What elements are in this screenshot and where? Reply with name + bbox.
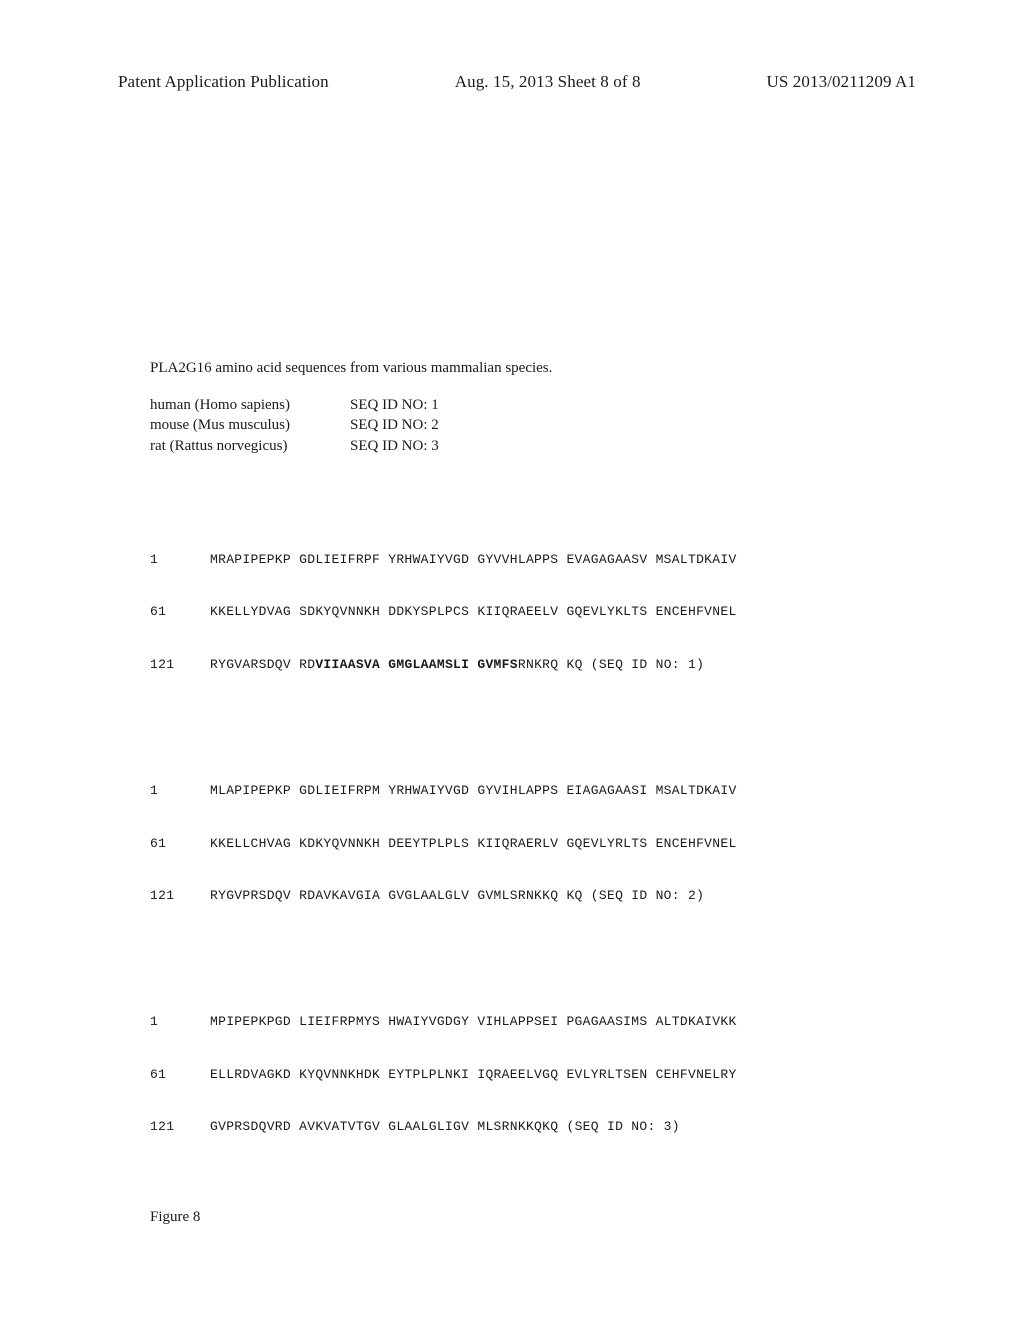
sequence-line: 61KKELLCHVAG KDKYQVNNKH DEEYTPLPLS KIIQR… xyxy=(150,835,880,853)
figure-content: PLA2G16 amino acid sequences from variou… xyxy=(150,360,880,1226)
sequence-position: 61 xyxy=(150,835,210,853)
sequence-residues: KKELLCHVAG KDKYQVNNKH DEEYTPLPLS KIIQRAE… xyxy=(210,835,737,853)
sequence-residues: MLAPIPEPKP GDLIEIFRPM YRHWAIYVGD GYVIHLA… xyxy=(210,782,737,800)
sequence-position: 121 xyxy=(150,1118,210,1136)
species-name: mouse (Mus musculus) xyxy=(150,415,350,435)
species-seqid: SEQ ID NO: 1 xyxy=(350,395,439,415)
sequence-line: 1MLAPIPEPKP GDLIEIFRPM YRHWAIYVGD GYVIHL… xyxy=(150,782,880,800)
sequence-position: 61 xyxy=(150,603,210,621)
figure-label: Figure 8 xyxy=(150,1209,880,1226)
page: Patent Application Publication Aug. 15, … xyxy=(0,0,1024,1320)
sequence-line: 61ELLRDVAGKD KYQVNNKHDK EYTPLPLNKI IQRAE… xyxy=(150,1066,880,1084)
sequence-line: 61KKELLYDVAG SDKYQVNNKH DDKYSPLPCS KIIQR… xyxy=(150,603,880,621)
sequence-residues: RYGVPRSDQV RDAVKAVGIA GVGLAALGLV GVMLSRN… xyxy=(210,887,591,905)
sequence-note: (SEQ ID NO: 3) xyxy=(566,1118,679,1136)
sequence-position: 1 xyxy=(150,782,210,800)
sequence-line: 1MPIPEPKPGD LIEIFRPMYS HWAIYVGDGY VIHLAP… xyxy=(150,1013,880,1031)
species-seq-map: human (Homo sapiens) SEQ ID NO: 1 mouse … xyxy=(150,395,880,456)
sequence-line: 1MRAPIPEPKP GDLIEIFRPF YRHWAIYVGD GYVVHL… xyxy=(150,551,880,569)
sequence-residues: KKELLYDVAG SDKYQVNNKH DDKYSPLPCS KIIQRAE… xyxy=(210,603,737,621)
sequence-position: 61 xyxy=(150,1066,210,1084)
species-seqid: SEQ ID NO: 2 xyxy=(350,415,439,435)
sequence-residues: RYGVARSDQV RD xyxy=(210,656,315,674)
sequence-line: 121RYGVPRSDQV RDAVKAVGIA GVGLAALGLV GVML… xyxy=(150,887,880,905)
sequence-block: 1MLAPIPEPKP GDLIEIFRPM YRHWAIYVGD GYVIHL… xyxy=(150,747,880,940)
sequence-residues: RNKRQ KQ xyxy=(518,656,591,674)
sequence-residues-bold: VIIAASVA GMGLAAMSLI GVMFS xyxy=(315,656,518,674)
sequence-position: 121 xyxy=(150,887,210,905)
species-name: human (Homo sapiens) xyxy=(150,395,350,415)
sequence-block: 1MRAPIPEPKP GDLIEIFRPF YRHWAIYVGD GYVVHL… xyxy=(150,516,880,709)
species-seqid: SEQ ID NO: 3 xyxy=(350,436,439,456)
sequence-residues: GVPRSDQVRD AVKVATVTGV GLAALGLIGV MLSRNKK… xyxy=(210,1118,566,1136)
sequence-block: 1MPIPEPKPGD LIEIFRPMYS HWAIYVGDGY VIHLAP… xyxy=(150,978,880,1171)
sequence-residues: MPIPEPKPGD LIEIFRPMYS HWAIYVGDGY VIHLAPP… xyxy=(210,1013,737,1031)
sequence-line: 121RYGVARSDQV RDVIIAASVA GMGLAAMSLI GVMF… xyxy=(150,656,880,674)
sequence-line: 121GVPRSDQVRD AVKVATVTGV GLAALGLIGV MLSR… xyxy=(150,1118,880,1136)
sequence-note: (SEQ ID NO: 1) xyxy=(591,656,704,674)
header-left: Patent Application Publication xyxy=(118,72,329,92)
sequence-position: 121 xyxy=(150,656,210,674)
sequence-note: (SEQ ID NO: 2) xyxy=(591,887,704,905)
sequence-residues: MRAPIPEPKP GDLIEIFRPF YRHWAIYVGD GYVVHLA… xyxy=(210,551,737,569)
species-row: human (Homo sapiens) SEQ ID NO: 1 xyxy=(150,395,880,415)
sequence-residues: ELLRDVAGKD KYQVNNKHDK EYTPLPLNKI IQRAEEL… xyxy=(210,1066,737,1084)
species-name: rat (Rattus norvegicus) xyxy=(150,436,350,456)
sequence-position: 1 xyxy=(150,551,210,569)
header-right: US 2013/0211209 A1 xyxy=(767,72,916,92)
page-header: Patent Application Publication Aug. 15, … xyxy=(0,72,1024,92)
species-row: mouse (Mus musculus) SEQ ID NO: 2 xyxy=(150,415,880,435)
header-center: Aug. 15, 2013 Sheet 8 of 8 xyxy=(455,72,641,92)
figure-caption: PLA2G16 amino acid sequences from variou… xyxy=(150,360,880,377)
species-row: rat (Rattus norvegicus) SEQ ID NO: 3 xyxy=(150,436,880,456)
sequence-position: 1 xyxy=(150,1013,210,1031)
